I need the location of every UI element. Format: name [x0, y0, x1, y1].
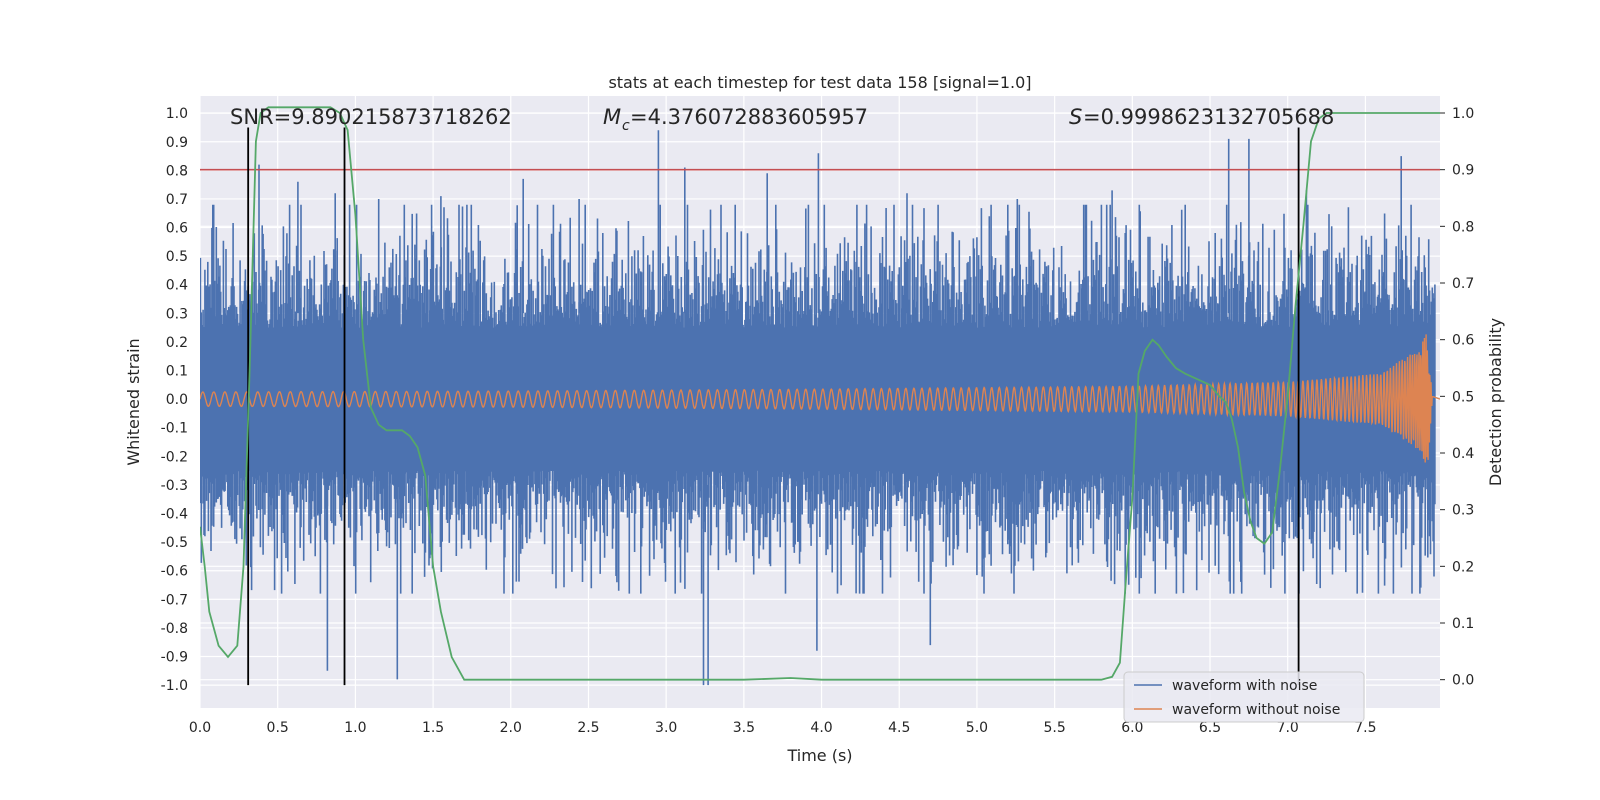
series-waveform-without-noise	[200, 334, 1440, 463]
score-symbol: S	[1069, 105, 1082, 129]
y-tick-label-left: 0.8	[166, 163, 188, 179]
legend-label-clean: waveform without noise	[1172, 702, 1340, 718]
y-tick-label-left: 0.6	[166, 221, 188, 237]
axis-ticks: 0.0 0.5 1.0 1.5 2.0 2.5 3.0 3.5 4.0 4.5 5.0 5.5 6.0 6…	[161, 106, 1475, 736]
y-tick-label-left: -0.5	[161, 535, 188, 551]
score-annotation: S =0.9998623132705688	[1069, 105, 1334, 129]
chirp-mass-value: =4.376072883605957	[630, 105, 868, 129]
y-tick-label-right: 0.5	[1452, 389, 1474, 405]
y-tick-label-left: 0.7	[166, 192, 188, 208]
y-axis-label-left: Whitened strain	[124, 338, 143, 465]
x-tick-label: 5.0	[966, 720, 988, 736]
x-tick-label: 3.5	[733, 720, 755, 736]
x-tick-label: 7.5	[1354, 720, 1376, 736]
y-tick-label-right: 0.7	[1452, 276, 1474, 292]
clean-trace	[200, 334, 1440, 463]
y-tick-label-left: 0.9	[166, 135, 188, 151]
y-tick-label-left: 1.0	[166, 106, 188, 122]
y-tick-label-left: -0.2	[161, 449, 188, 465]
y-tick-label-left: 0.1	[166, 364, 188, 380]
chirp-mass-symbol: M	[603, 105, 621, 129]
x-tick-label: 3.0	[655, 720, 677, 736]
probability-trace	[200, 106, 1440, 681]
score-value: =0.9998623132705688	[1083, 105, 1334, 129]
y-tick-label-left: -0.8	[161, 621, 188, 637]
x-tick-label: 7.0	[1277, 720, 1299, 736]
y-tick-label-right: 0.1	[1452, 616, 1474, 632]
legend-label-noise: waveform with noise	[1172, 678, 1317, 694]
chirp-mass-subscript: c	[622, 118, 630, 134]
y-tick-label-left: -0.9	[161, 650, 188, 666]
x-tick-label: 0.0	[189, 720, 211, 736]
y-tick-label-right: 0.2	[1452, 559, 1474, 575]
x-tick-label: 1.5	[422, 720, 444, 736]
chart-title: stats at each timestep for test data 158…	[608, 73, 1031, 92]
x-tick-label: 5.5	[1044, 720, 1066, 736]
x-tick-label: 4.5	[888, 720, 910, 736]
y-tick-label-left: -0.1	[161, 421, 188, 437]
y-tick-label-left: 0.0	[166, 392, 188, 408]
y-tick-label-left: 0.2	[166, 335, 188, 351]
x-tick-label: 4.0	[810, 720, 832, 736]
snr-annotation: SNR=9.890215873718262	[230, 105, 512, 129]
y-tick-label-left: -0.6	[161, 564, 188, 580]
y-tick-label-left: 0.5	[166, 249, 188, 265]
y-tick-label-right: 0.8	[1452, 219, 1474, 235]
y-tick-label-right: 0.4	[1452, 446, 1474, 462]
y-tick-label-left: 0.4	[166, 278, 188, 294]
y-tick-label-right: 0.9	[1452, 163, 1474, 179]
series-detection-probability	[200, 106, 1440, 681]
y-tick-label-right: 0.3	[1452, 503, 1474, 519]
x-tick-label: 6.5	[1199, 720, 1221, 736]
y-tick-label-left: -0.3	[161, 478, 188, 494]
x-tick-label: 0.5	[267, 720, 289, 736]
y-tick-label-right: 0.0	[1452, 673, 1474, 689]
y-tick-label-left: -1.0	[161, 678, 188, 694]
x-tick-label: 2.5	[577, 720, 599, 736]
x-tick-label: 1.0	[344, 720, 366, 736]
chirp-mass-annotation: M c =4.376072883605957	[603, 105, 868, 134]
legend: waveform with noise waveform without noi…	[1123, 671, 1365, 723]
x-axis-label: Time (s)	[786, 746, 852, 765]
x-tick-label: 2.0	[500, 720, 522, 736]
y-tick-label-right: 1.0	[1452, 106, 1474, 122]
y-tick-label-right: 0.6	[1452, 333, 1474, 349]
x-tick-label: 6.0	[1121, 720, 1143, 736]
y-axis-label-right: Detection probability	[1486, 318, 1505, 486]
y-tick-label-left: -0.7	[161, 592, 188, 608]
y-tick-label-left: -0.4	[161, 507, 188, 523]
legend-box	[1123, 671, 1365, 723]
y-tick-label-left: 0.3	[166, 306, 188, 322]
